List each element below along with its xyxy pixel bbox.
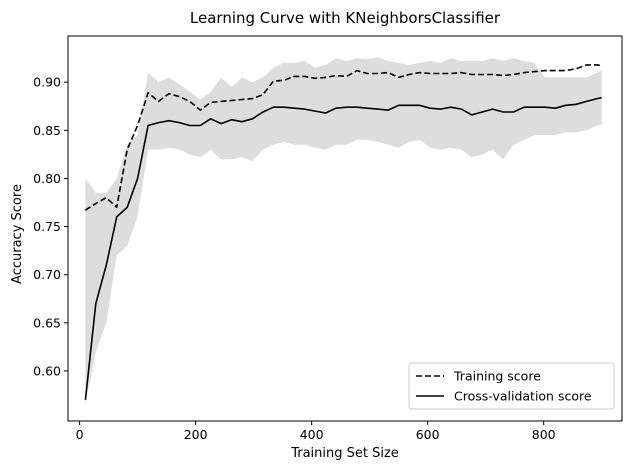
y-tick-label: 0.85 (33, 123, 61, 138)
y-tick-label: 0.80 (33, 171, 61, 186)
x-tick-label: 400 (300, 427, 324, 442)
x-tick-label: 0 (76, 427, 84, 442)
chart-title: Learning Curve with KNeighborsClassifier (190, 9, 501, 27)
y-tick-label: 0.65 (33, 315, 61, 330)
x-tick-label: 200 (184, 427, 208, 442)
legend-cv-label: Cross-validation score (454, 389, 592, 404)
axes-frame (67, 35, 623, 422)
x-tick-label: 800 (532, 427, 556, 442)
x-tick-label: 600 (416, 427, 440, 442)
std-band (85, 57, 602, 405)
x-axis-label: Training Set Size (290, 446, 399, 461)
y-tick-label: 0.70 (33, 267, 61, 282)
legend-box (408, 362, 615, 410)
y-axis-label: Accuracy Score (10, 184, 25, 284)
legend: Training score Cross-validation score (408, 362, 615, 410)
legend-training-label: Training score (453, 369, 541, 384)
y-tick-label: 0.60 (33, 363, 61, 378)
cross-validation-score-line (84, 96, 602, 400)
y-tick-label: 0.90 (33, 75, 61, 90)
y-tick-label: 0.75 (33, 219, 61, 234)
plot-area: 0 200 400 600 800 0.60 0.65 0.70 0.75 0.80 0.85 0.9… (33, 35, 623, 442)
